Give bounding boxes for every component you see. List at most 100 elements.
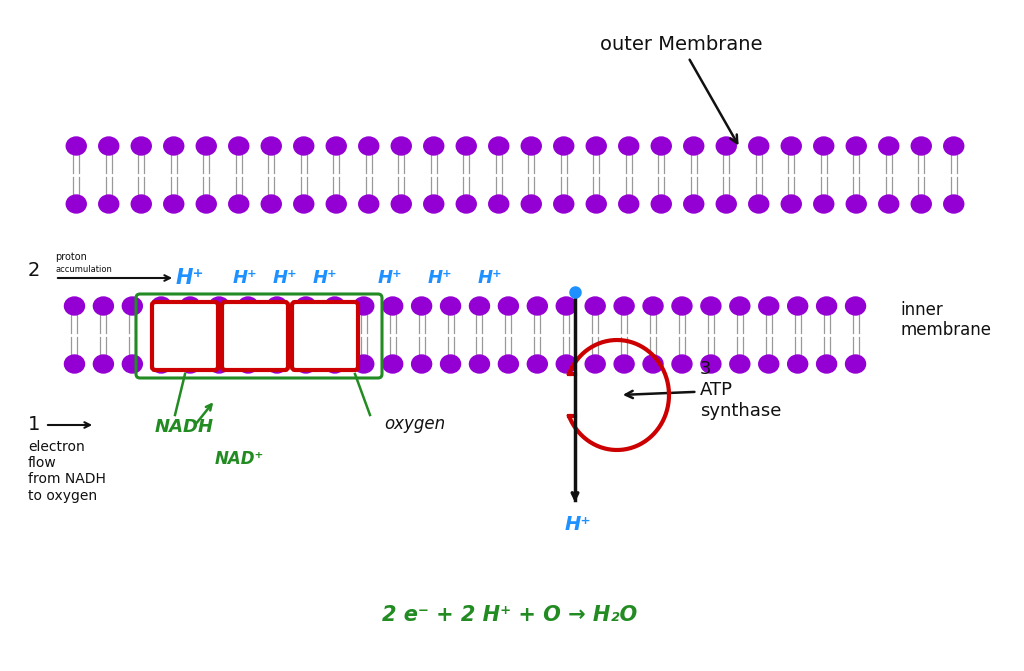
Ellipse shape	[440, 297, 461, 315]
Text: H⁺: H⁺	[378, 269, 402, 287]
Ellipse shape	[846, 355, 865, 373]
Ellipse shape	[164, 195, 183, 213]
Text: H⁺: H⁺	[176, 268, 204, 288]
Ellipse shape	[556, 355, 577, 373]
Ellipse shape	[846, 195, 866, 213]
Ellipse shape	[131, 195, 152, 213]
Ellipse shape	[585, 355, 605, 373]
Ellipse shape	[180, 355, 200, 373]
Ellipse shape	[618, 137, 639, 155]
Ellipse shape	[521, 195, 542, 213]
Ellipse shape	[238, 355, 258, 373]
Text: H⁺: H⁺	[272, 269, 297, 287]
Ellipse shape	[424, 195, 443, 213]
Ellipse shape	[651, 137, 672, 155]
Ellipse shape	[383, 297, 402, 315]
Ellipse shape	[238, 297, 258, 315]
Text: 3
ATP
synthase: 3 ATP synthase	[626, 360, 781, 420]
Ellipse shape	[469, 355, 489, 373]
Ellipse shape	[816, 355, 837, 373]
Ellipse shape	[209, 355, 229, 373]
Ellipse shape	[294, 137, 313, 155]
Ellipse shape	[180, 297, 200, 315]
FancyBboxPatch shape	[222, 302, 288, 370]
Ellipse shape	[554, 195, 573, 213]
Text: 2: 2	[28, 260, 40, 280]
Ellipse shape	[521, 137, 542, 155]
Ellipse shape	[488, 137, 509, 155]
Ellipse shape	[814, 137, 834, 155]
Text: 2 e⁻ + 2 H⁺ + O → H₂O: 2 e⁻ + 2 H⁺ + O → H₂O	[382, 605, 638, 625]
Ellipse shape	[499, 355, 518, 373]
Ellipse shape	[716, 137, 736, 155]
Text: H⁺: H⁺	[477, 269, 503, 287]
Ellipse shape	[879, 137, 899, 155]
Ellipse shape	[228, 137, 249, 155]
Ellipse shape	[164, 137, 183, 155]
Ellipse shape	[93, 355, 114, 373]
Ellipse shape	[814, 195, 834, 213]
Ellipse shape	[267, 355, 287, 373]
Ellipse shape	[65, 297, 84, 315]
Text: NADH: NADH	[155, 418, 214, 436]
Text: outer Membrane: outer Membrane	[600, 36, 763, 143]
Ellipse shape	[749, 137, 769, 155]
FancyBboxPatch shape	[292, 302, 358, 370]
Ellipse shape	[643, 355, 663, 373]
Ellipse shape	[267, 297, 287, 315]
Ellipse shape	[618, 195, 639, 213]
Ellipse shape	[325, 355, 345, 373]
Ellipse shape	[391, 195, 412, 213]
Ellipse shape	[98, 195, 119, 213]
Ellipse shape	[944, 137, 964, 155]
Ellipse shape	[684, 137, 703, 155]
Ellipse shape	[122, 355, 142, 373]
Ellipse shape	[296, 297, 315, 315]
Ellipse shape	[131, 137, 152, 155]
Ellipse shape	[327, 195, 346, 213]
Ellipse shape	[587, 195, 606, 213]
Ellipse shape	[152, 355, 171, 373]
Ellipse shape	[358, 137, 379, 155]
Text: inner
membrane: inner membrane	[900, 301, 991, 340]
Ellipse shape	[554, 137, 573, 155]
Ellipse shape	[759, 297, 778, 315]
Ellipse shape	[353, 355, 374, 373]
Ellipse shape	[781, 195, 801, 213]
Ellipse shape	[424, 137, 443, 155]
Ellipse shape	[93, 297, 114, 315]
Ellipse shape	[816, 297, 837, 315]
Text: proton: proton	[55, 252, 87, 262]
Ellipse shape	[488, 195, 509, 213]
Text: accumulation: accumulation	[55, 265, 112, 274]
Ellipse shape	[197, 195, 216, 213]
Ellipse shape	[122, 297, 142, 315]
Ellipse shape	[643, 297, 663, 315]
Ellipse shape	[759, 355, 778, 373]
Text: H⁺: H⁺	[565, 515, 592, 534]
Ellipse shape	[651, 195, 672, 213]
Ellipse shape	[684, 195, 703, 213]
Ellipse shape	[700, 297, 721, 315]
Ellipse shape	[457, 195, 476, 213]
Ellipse shape	[730, 355, 750, 373]
FancyBboxPatch shape	[152, 302, 218, 370]
Ellipse shape	[911, 195, 931, 213]
Ellipse shape	[294, 195, 313, 213]
Text: H⁺: H⁺	[232, 269, 257, 287]
Text: NAD⁺: NAD⁺	[215, 450, 264, 468]
Ellipse shape	[614, 355, 634, 373]
Text: H⁺: H⁺	[428, 269, 453, 287]
Ellipse shape	[98, 137, 119, 155]
Ellipse shape	[358, 195, 379, 213]
Ellipse shape	[383, 355, 402, 373]
Ellipse shape	[228, 195, 249, 213]
Ellipse shape	[879, 195, 899, 213]
Ellipse shape	[730, 297, 750, 315]
Ellipse shape	[716, 195, 736, 213]
Ellipse shape	[787, 355, 808, 373]
Ellipse shape	[911, 137, 931, 155]
Ellipse shape	[261, 137, 282, 155]
Ellipse shape	[261, 195, 282, 213]
Ellipse shape	[67, 195, 86, 213]
